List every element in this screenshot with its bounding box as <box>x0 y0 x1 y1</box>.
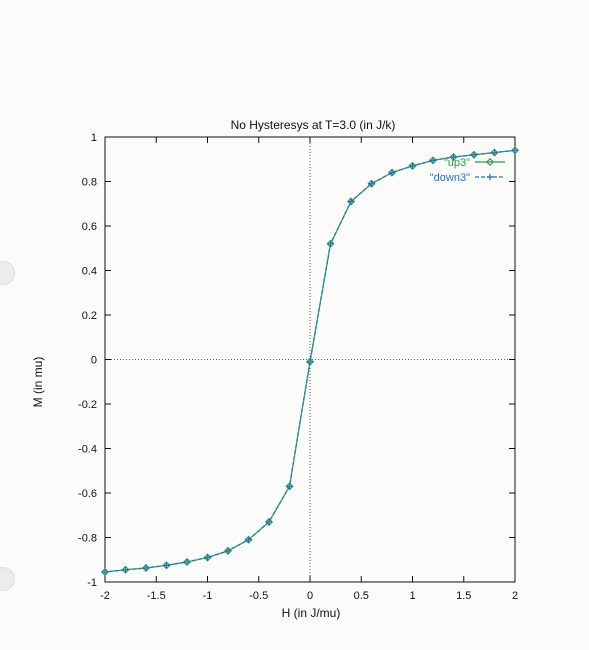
data-point <box>450 153 457 161</box>
data-point <box>368 180 375 187</box>
y-tick-label: 1 <box>91 132 97 144</box>
y-tick-label: 0.4 <box>82 266 97 278</box>
legend-marker <box>485 157 495 167</box>
y-tick-label: 0.2 <box>82 310 97 322</box>
y-tick-label: -1 <box>87 577 97 589</box>
y-tick-label: -0.2 <box>78 399 97 411</box>
data-point <box>388 169 396 176</box>
chart-title: No Hysteresys at T=3.0 (in J/k) <box>231 118 396 132</box>
data-point <box>347 198 355 205</box>
data-point <box>142 564 150 572</box>
x-tick-label: -0.5 <box>249 590 268 602</box>
data-point <box>265 518 273 526</box>
legend-label: "down3" <box>430 172 470 184</box>
series-layer <box>100 146 520 577</box>
x-axis-label: H (in J/mu) <box>282 606 341 620</box>
y-tick-label: 0.6 <box>82 221 97 233</box>
data-point <box>204 554 211 561</box>
data-point <box>183 558 191 566</box>
data-point <box>224 547 232 555</box>
data-point <box>470 151 478 158</box>
legend-marker <box>486 173 494 181</box>
x-tick-label: 1.5 <box>456 590 471 602</box>
data-point <box>122 566 129 573</box>
data-point <box>306 358 314 365</box>
legend-label: "up3" <box>444 157 470 169</box>
x-tick-label: 0 <box>307 590 313 602</box>
y-tick-label: -0.8 <box>78 533 97 545</box>
data-point <box>286 483 293 490</box>
axis-ticks: -2 -1.5 -1 -0.5 0 0.5 1 1.5 2 1 0.8 0.6 0.4 0.2 0 -0.2 -… <box>78 132 518 602</box>
y-tick-label: 0 <box>91 355 97 367</box>
data-point <box>409 162 416 170</box>
data-point <box>511 147 519 154</box>
legend: "up3" "down3" <box>430 157 505 184</box>
x-tick-label: 0.5 <box>354 590 369 602</box>
x-tick-label: -1.5 <box>147 590 166 602</box>
x-tick-label: 1 <box>409 590 415 602</box>
data-point <box>163 562 170 569</box>
data-point <box>245 536 252 543</box>
x-tick-label: -2 <box>100 590 110 602</box>
series-down3 <box>101 147 519 576</box>
y-tick-label: 0.8 <box>82 177 97 189</box>
x-tick-label: 2 <box>512 590 518 602</box>
y-axis-label: M (in mu) <box>31 357 45 408</box>
x-tick-label: -1 <box>203 590 213 602</box>
data-point <box>491 149 498 156</box>
data-point <box>101 568 109 576</box>
data-point <box>327 240 334 247</box>
y-tick-label: -0.6 <box>78 488 97 500</box>
data-point <box>429 157 437 164</box>
y-tick-label: -0.4 <box>78 444 97 456</box>
